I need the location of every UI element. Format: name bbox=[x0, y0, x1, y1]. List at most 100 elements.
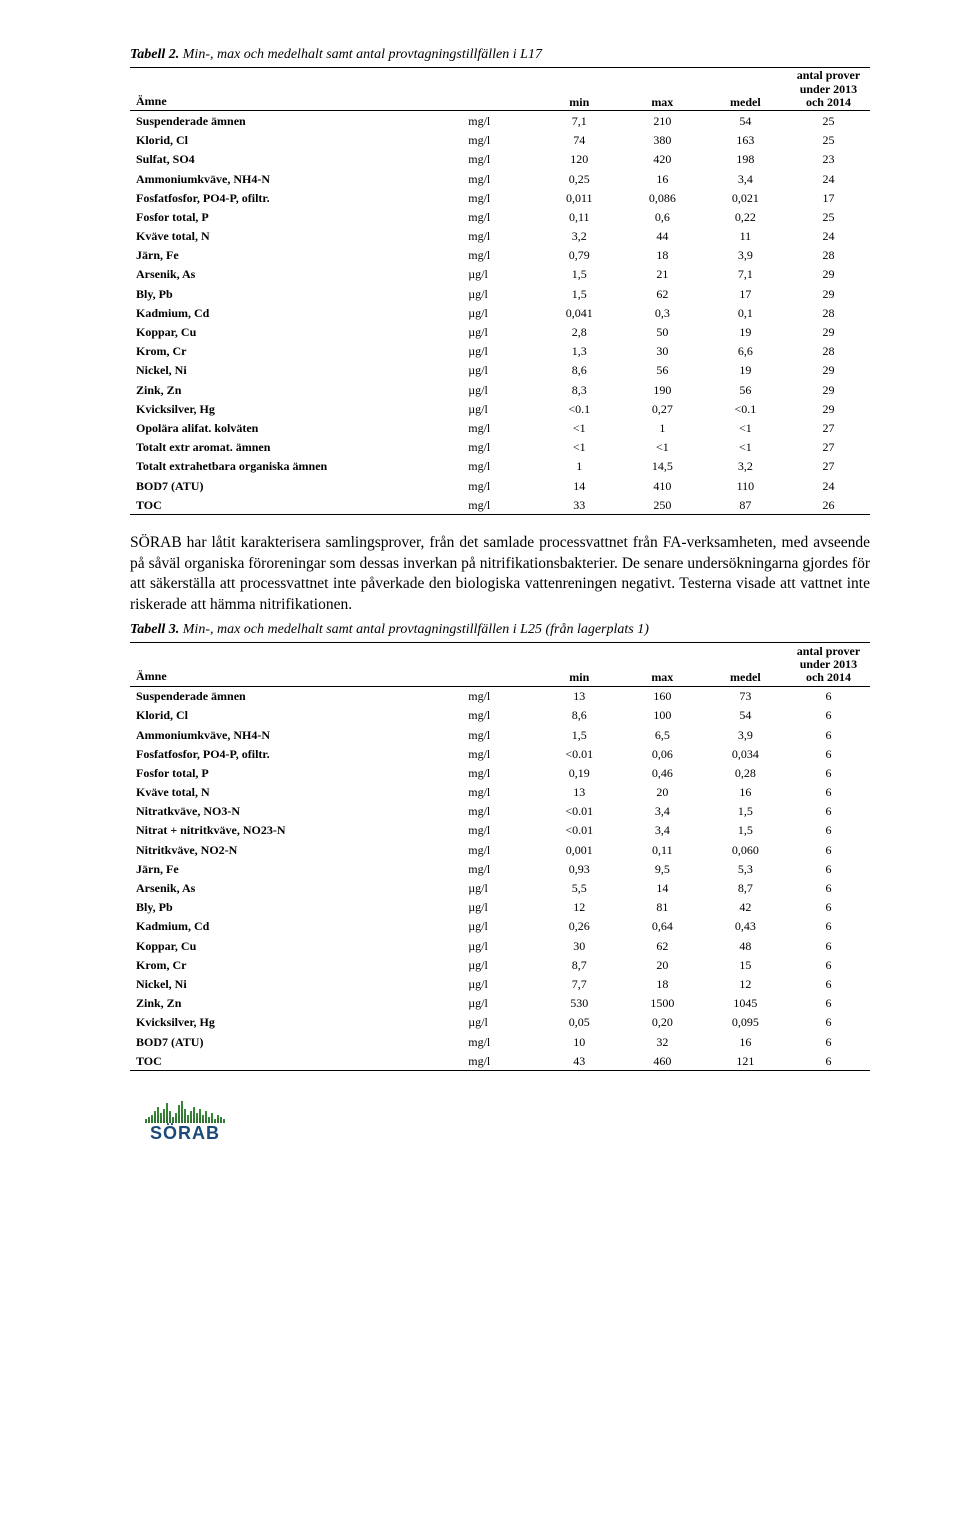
table-cell: 27 bbox=[787, 438, 870, 457]
table-row: Suspenderade ämnenmg/l7,12105425 bbox=[130, 111, 870, 131]
table-cell: mg/l bbox=[462, 1032, 538, 1051]
table-cell: 3,4 bbox=[621, 802, 704, 821]
table-cell: 3,4 bbox=[621, 821, 704, 840]
table-cell: 54 bbox=[704, 706, 787, 725]
table3-head-max: max bbox=[621, 643, 704, 687]
table2: Ämne min max medel antal prover under 20… bbox=[130, 67, 870, 516]
table-cell: 163 bbox=[704, 131, 787, 150]
table-cell: Krom, Cr bbox=[130, 955, 462, 974]
table2-head-medel: medel bbox=[704, 67, 787, 111]
table-cell: 14,5 bbox=[621, 457, 704, 476]
table-cell: Fosfor total, P bbox=[130, 207, 462, 226]
table-row: Totalt extr aromat. ämnenmg/l<1<1<127 bbox=[130, 438, 870, 457]
table-cell: Kadmium, Cd bbox=[130, 303, 462, 322]
table-cell: µg/l bbox=[462, 994, 538, 1013]
table-cell: 27 bbox=[787, 457, 870, 476]
table-cell: 28 bbox=[787, 246, 870, 265]
sorab-logo: SÖRAB bbox=[130, 1101, 240, 1151]
table-row: Suspenderade ämnenmg/l13160736 bbox=[130, 686, 870, 706]
table-cell: 0,26 bbox=[538, 917, 621, 936]
table-cell: mg/l bbox=[462, 725, 538, 744]
table3: Ämne min max medel antal prover under 20… bbox=[130, 642, 870, 1071]
table-cell: 0,06 bbox=[621, 744, 704, 763]
table-cell: 1,5 bbox=[538, 284, 621, 303]
table-cell: 48 bbox=[704, 936, 787, 955]
table-cell: Zink, Zn bbox=[130, 380, 462, 399]
table-row: Nickel, Niµg/l7,718126 bbox=[130, 974, 870, 993]
table-cell: mg/l bbox=[462, 686, 538, 706]
table-cell: 0,001 bbox=[538, 840, 621, 859]
table2-caption-label: Tabell 2. bbox=[130, 47, 179, 62]
table-cell: 1045 bbox=[704, 994, 787, 1013]
table-cell: 410 bbox=[621, 476, 704, 495]
table3-head-count: antal prover under 2013 och 2014 bbox=[787, 643, 870, 687]
table-cell: 62 bbox=[621, 936, 704, 955]
table-cell: µg/l bbox=[462, 1013, 538, 1032]
table-row: Järn, Femg/l0,79183,928 bbox=[130, 246, 870, 265]
table-row: Bly, Pbµg/l1,5621729 bbox=[130, 284, 870, 303]
table-cell: <0.1 bbox=[538, 399, 621, 418]
table-cell: 56 bbox=[704, 380, 787, 399]
table-cell: 8,6 bbox=[538, 706, 621, 725]
table-cell: 6 bbox=[787, 706, 870, 725]
table-cell: Kadmium, Cd bbox=[130, 917, 462, 936]
table-row: BOD7 (ATU)mg/l1441011024 bbox=[130, 476, 870, 495]
table-cell: mg/l bbox=[462, 821, 538, 840]
table-cell: 6 bbox=[787, 994, 870, 1013]
table-cell: 0,27 bbox=[621, 399, 704, 418]
table-cell: mg/l bbox=[462, 418, 538, 437]
table-cell: 6,5 bbox=[621, 725, 704, 744]
table-cell: mg/l bbox=[462, 495, 538, 515]
table-cell: µg/l bbox=[462, 284, 538, 303]
table-cell: 6 bbox=[787, 974, 870, 993]
table-row: Krom, Crµg/l8,720156 bbox=[130, 955, 870, 974]
table-cell: 110 bbox=[704, 476, 787, 495]
table-cell: 6 bbox=[787, 879, 870, 898]
table-cell: <1 bbox=[704, 418, 787, 437]
table-cell: mg/l bbox=[462, 763, 538, 782]
table-cell: 0,25 bbox=[538, 169, 621, 188]
table-row: TOCmg/l434601216 bbox=[130, 1051, 870, 1071]
table-cell: 0,64 bbox=[621, 917, 704, 936]
table-cell: 8,3 bbox=[538, 380, 621, 399]
table-cell: 11 bbox=[704, 227, 787, 246]
table-cell: 7,1 bbox=[704, 265, 787, 284]
table-cell: 33 bbox=[538, 495, 621, 515]
table2-caption-text: Min-, max och medelhalt samt antal provt… bbox=[179, 47, 542, 62]
table-row: Fosfor total, Pmg/l0,190,460,286 bbox=[130, 763, 870, 782]
table-row: Kvicksilver, Hgµg/l<0.10,27<0.129 bbox=[130, 399, 870, 418]
table-cell: 42 bbox=[704, 898, 787, 917]
table-cell: Ammoniumkväve, NH4-N bbox=[130, 725, 462, 744]
table-cell: 6 bbox=[787, 783, 870, 802]
table-cell: 25 bbox=[787, 111, 870, 131]
table-cell: 1500 bbox=[621, 994, 704, 1013]
table-row: BOD7 (ATU)mg/l1032166 bbox=[130, 1032, 870, 1051]
table-cell: <1 bbox=[538, 418, 621, 437]
table-cell: <0.01 bbox=[538, 744, 621, 763]
table-cell: 17 bbox=[787, 188, 870, 207]
table-cell: 6 bbox=[787, 859, 870, 878]
table-cell: 43 bbox=[538, 1051, 621, 1071]
table-cell: 0,6 bbox=[621, 207, 704, 226]
table3-caption: Tabell 3. Min-, max och medelhalt samt a… bbox=[130, 621, 870, 640]
table-cell: 13 bbox=[538, 686, 621, 706]
table-cell: 8,7 bbox=[538, 955, 621, 974]
table-cell: 12 bbox=[704, 974, 787, 993]
table-cell: 0,3 bbox=[621, 303, 704, 322]
table-cell: Nitratkväve, NO3-N bbox=[130, 802, 462, 821]
table-cell: Järn, Fe bbox=[130, 246, 462, 265]
table-cell: 10 bbox=[538, 1032, 621, 1051]
table-cell: Fosfatfosfor, PO4-P, ofiltr. bbox=[130, 744, 462, 763]
table-row: Kväve total, Nmg/l3,2441124 bbox=[130, 227, 870, 246]
table-cell: 7,1 bbox=[538, 111, 621, 131]
table-row: Järn, Femg/l0,939,55,36 bbox=[130, 859, 870, 878]
table3-head-medel: medel bbox=[704, 643, 787, 687]
table-cell: 210 bbox=[621, 111, 704, 131]
table-cell: µg/l bbox=[462, 265, 538, 284]
table-cell: µg/l bbox=[462, 955, 538, 974]
table-cell: Nickel, Ni bbox=[130, 361, 462, 380]
table-cell: 6 bbox=[787, 1032, 870, 1051]
table-cell: µg/l bbox=[462, 342, 538, 361]
table-cell: 6 bbox=[787, 744, 870, 763]
table3-head-unit bbox=[462, 643, 538, 687]
